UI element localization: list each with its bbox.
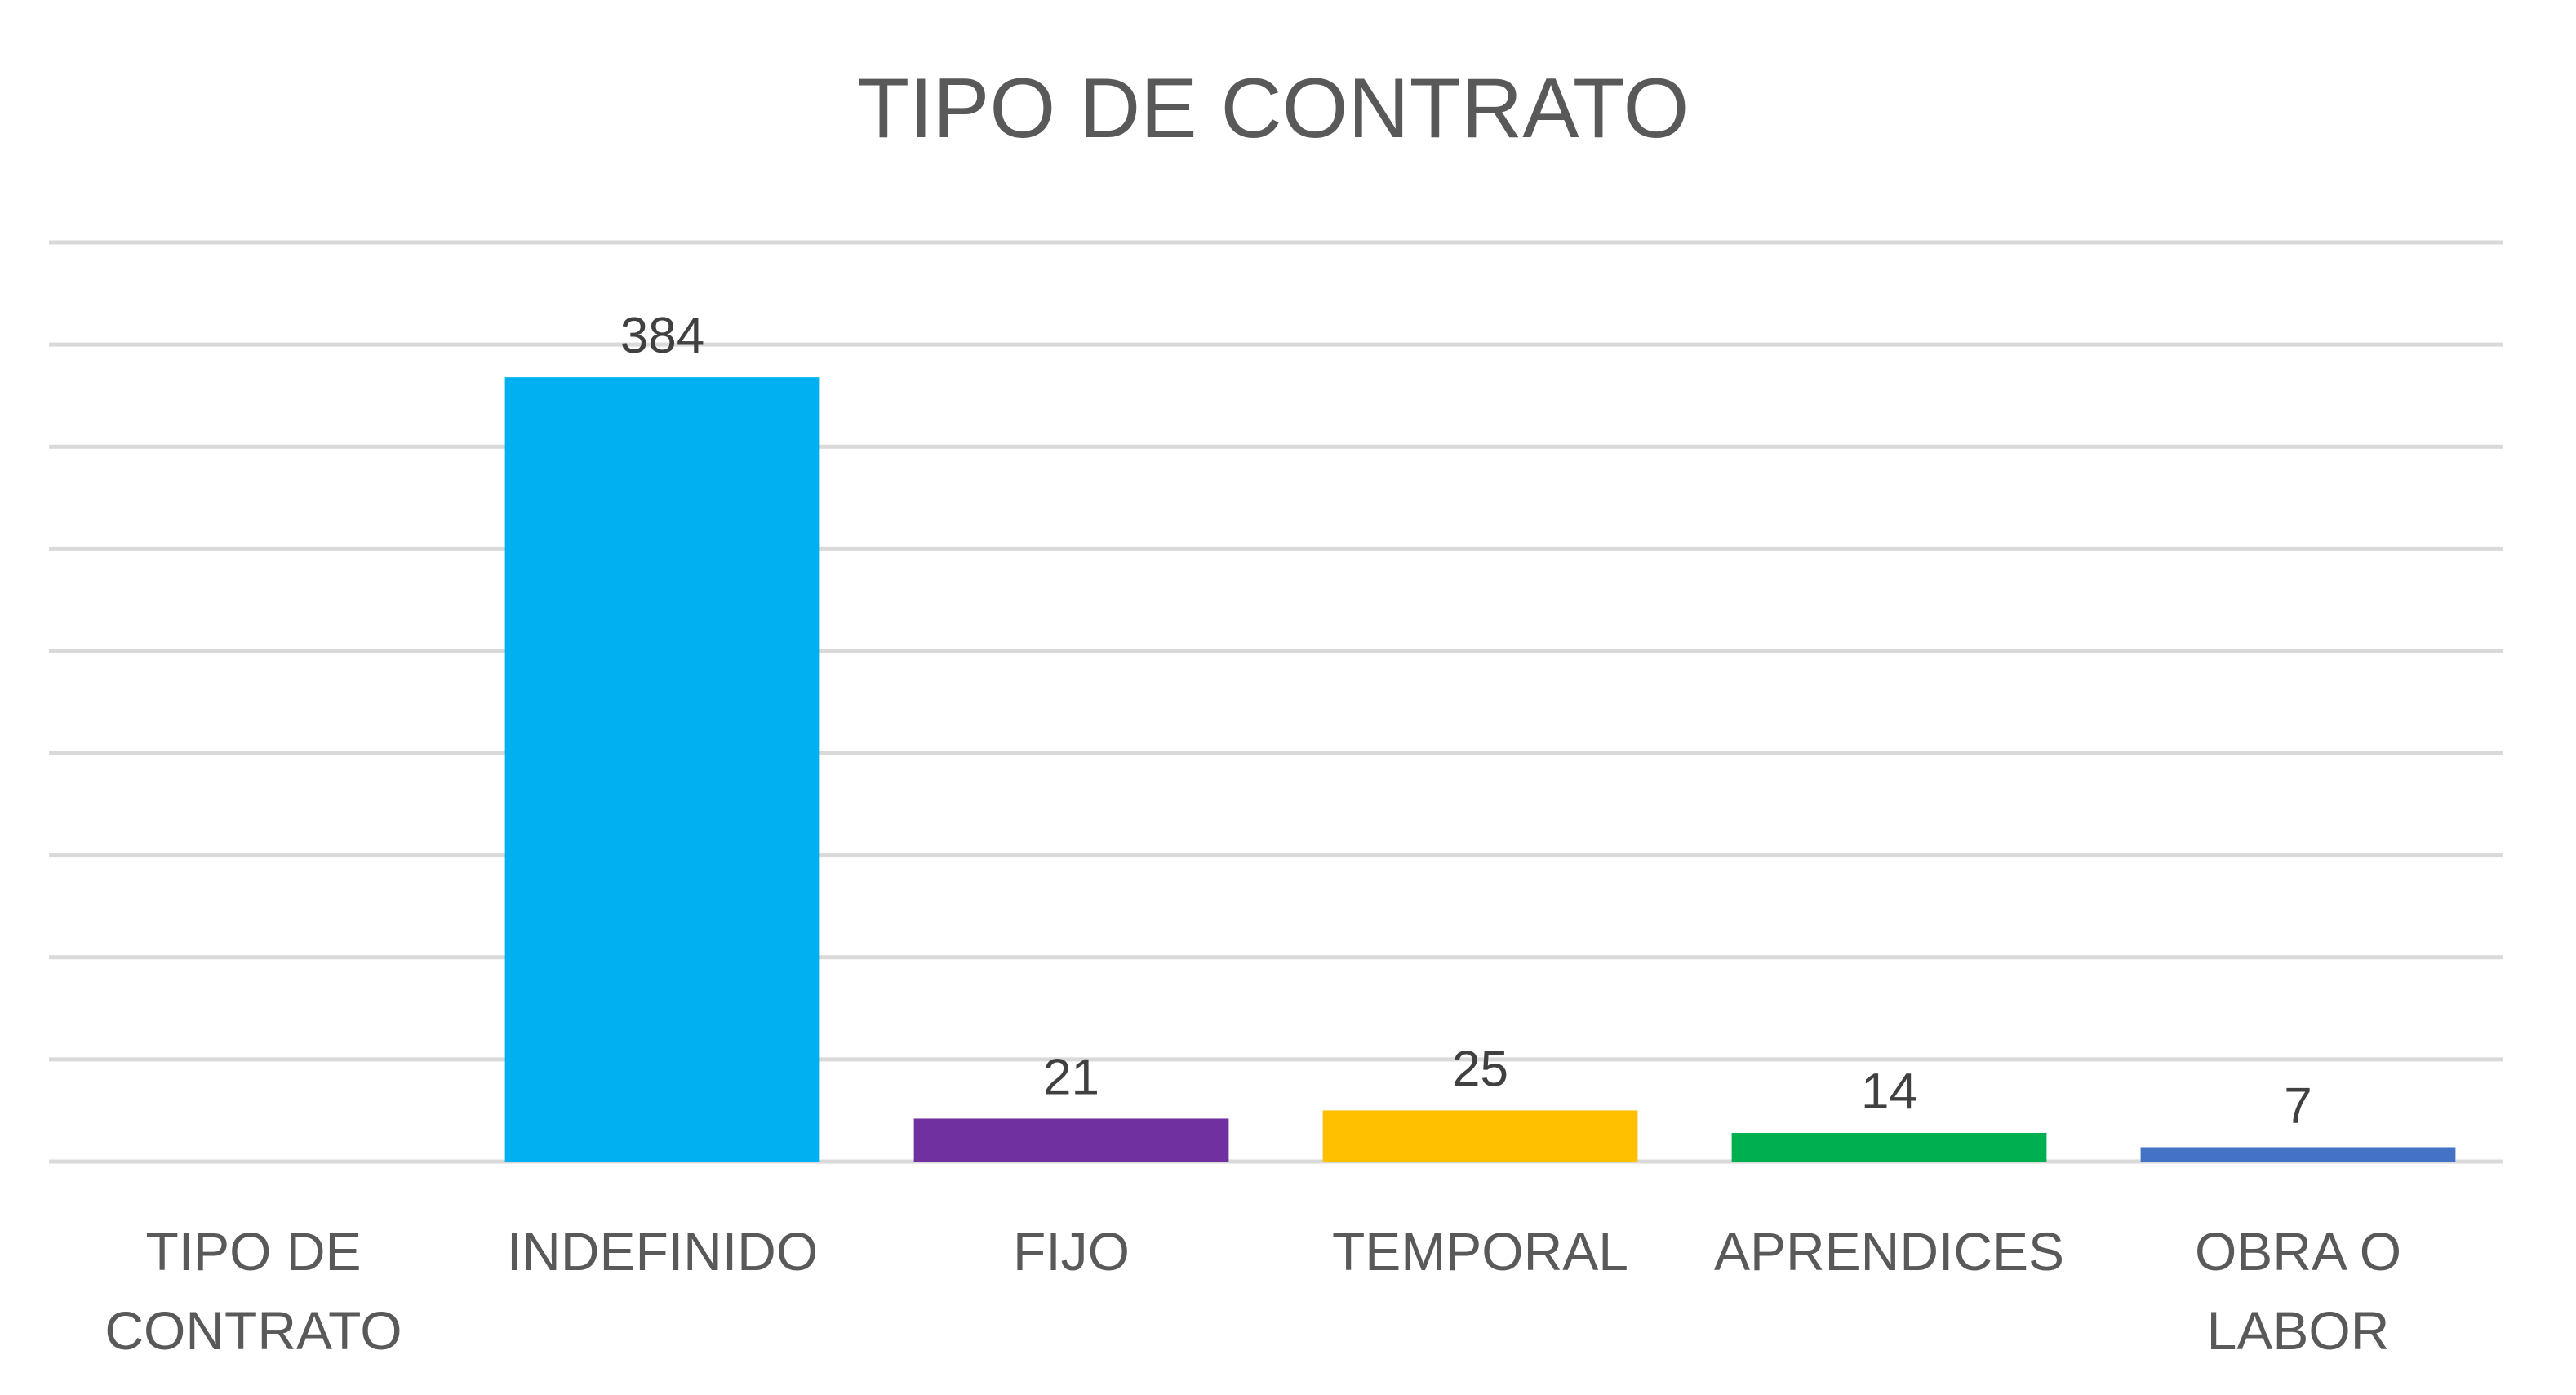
chart-title: TIPO DE CONTRATO	[858, 61, 1690, 156]
category-label-5: OBRA O LABOR	[2195, 1221, 2401, 1361]
data-label-2: 21	[1043, 1049, 1099, 1105]
category-label-1: INDEFINIDO	[507, 1221, 818, 1282]
category-label-2-line-0: FIJO	[1013, 1221, 1130, 1282]
data-label-4: 14	[1861, 1064, 1917, 1120]
category-label-4: APRENDICES	[1714, 1221, 2064, 1282]
data-label-3: 25	[1452, 1041, 1508, 1097]
data-label-5: 7	[2284, 1077, 2312, 1134]
category-label-3: TEMPORAL	[1332, 1221, 1628, 1282]
gridlines	[49, 240, 2503, 1164]
category-label-5-line-0: OBRA O	[2195, 1221, 2401, 1282]
category-label-0: TIPO DE CONTRATO	[104, 1221, 402, 1361]
category-label-0-line-1: CONTRATO	[104, 1300, 402, 1361]
bar-4	[1731, 1132, 2047, 1162]
bar-2	[913, 1118, 1229, 1162]
category-label-5-line-1: LABOR	[2207, 1300, 2390, 1361]
bars	[504, 377, 2456, 1162]
data-labels: 384 21 25 14 7	[620, 308, 2312, 1134]
category-label-3-line-0: TEMPORAL	[1332, 1221, 1628, 1282]
bar-1	[504, 377, 820, 1162]
category-axis-labels: TIPO DE CONTRATO INDEFINIDO FIJO TEMPORAL APR…	[104, 1221, 2401, 1361]
bar-3	[1322, 1110, 1638, 1162]
category-label-4-line-0: APRENDICES	[1714, 1221, 2064, 1282]
category-label-1-line-0: INDEFINIDO	[507, 1221, 818, 1282]
bar-5	[2140, 1147, 2456, 1162]
data-label-1: 384	[620, 308, 704, 364]
category-label-2: FIJO	[1013, 1221, 1130, 1282]
category-label-0-line-0: TIPO DE	[145, 1221, 361, 1282]
